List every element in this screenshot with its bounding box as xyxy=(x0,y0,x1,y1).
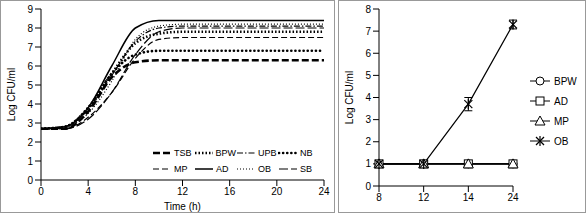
svg-text:12: 12 xyxy=(177,186,189,197)
svg-text:24: 24 xyxy=(318,186,330,197)
html-text:SB: SB xyxy=(300,164,312,174)
svg-text:3: 3 xyxy=(27,118,33,129)
html-text:AD: AD xyxy=(554,95,568,107)
html-text:AD: AD xyxy=(216,164,229,174)
html-text:OB: OB xyxy=(554,135,569,147)
html-text:MP: MP xyxy=(554,115,569,127)
html-text:TSB: TSB xyxy=(174,148,192,158)
svg-text:2: 2 xyxy=(365,136,371,147)
svg-text:0: 0 xyxy=(27,175,33,186)
svg-text:24: 24 xyxy=(507,192,519,203)
svg-text:Log CFU/ml: Log CFU/ml xyxy=(344,71,355,124)
svg-text:12: 12 xyxy=(418,192,430,203)
html-text:MP: MP xyxy=(174,164,188,174)
svg-text:6: 6 xyxy=(365,48,371,59)
html-text:BPW: BPW xyxy=(215,148,236,158)
svg-text:0: 0 xyxy=(38,186,44,197)
svg-text:0: 0 xyxy=(365,181,371,192)
svg-text:14: 14 xyxy=(463,192,475,203)
html-text:OB: OB xyxy=(258,164,271,174)
svg-text:7: 7 xyxy=(27,42,33,53)
svg-text:8: 8 xyxy=(365,4,371,15)
svg-text:9: 9 xyxy=(27,4,33,15)
svg-text:20: 20 xyxy=(271,186,283,197)
svg-text:3: 3 xyxy=(365,114,371,125)
svg-text:1: 1 xyxy=(27,156,33,167)
svg-text:2: 2 xyxy=(27,137,33,148)
svg-text:4: 4 xyxy=(365,92,371,103)
svg-text:8: 8 xyxy=(376,192,382,203)
svg-text:6: 6 xyxy=(27,61,33,72)
svg-text:8: 8 xyxy=(27,23,33,34)
html-text:NB: NB xyxy=(300,148,313,158)
svg-text:5: 5 xyxy=(365,70,371,81)
svg-text:8: 8 xyxy=(133,186,139,197)
svg-text:4: 4 xyxy=(85,186,91,197)
svg-text:Time (h): Time (h) xyxy=(164,201,201,212)
html-text:BPW: BPW xyxy=(554,75,577,87)
svg-text:5: 5 xyxy=(27,80,33,91)
svg-text:Log CFU/ml: Log CFU/ml xyxy=(8,68,17,121)
svg-text:1: 1 xyxy=(365,158,371,169)
svg-text:16: 16 xyxy=(224,186,236,197)
html-text:UPB: UPB xyxy=(258,148,277,158)
svg-text:7: 7 xyxy=(365,26,371,37)
svg-text:4: 4 xyxy=(27,99,33,110)
